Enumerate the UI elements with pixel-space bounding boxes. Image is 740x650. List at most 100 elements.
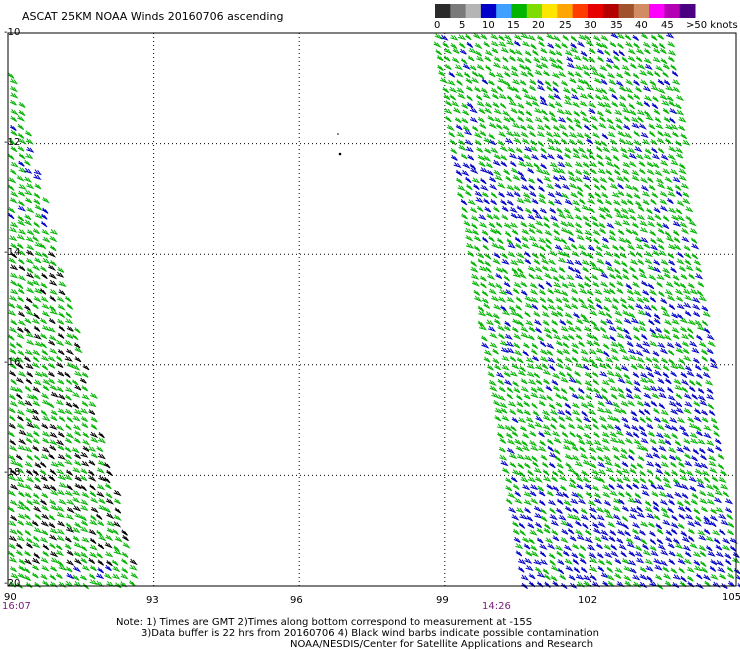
wind-barb bbox=[480, 184, 489, 192]
wind-barb bbox=[557, 161, 566, 168]
wind-barb bbox=[632, 185, 639, 192]
wind-barb bbox=[654, 564, 663, 571]
wind-barb bbox=[548, 102, 556, 109]
wind-barb bbox=[530, 288, 539, 296]
wind-barb bbox=[533, 372, 541, 379]
wind-barb bbox=[684, 294, 693, 302]
wind-barb bbox=[520, 332, 529, 339]
wind-barb bbox=[464, 139, 473, 146]
wind-barb bbox=[438, 70, 445, 77]
wind-barb bbox=[559, 484, 567, 492]
wind-barb bbox=[9, 556, 18, 563]
wind-barb bbox=[644, 500, 652, 507]
wind-barb bbox=[66, 559, 75, 566]
wind-barb bbox=[643, 48, 651, 55]
wind-barb bbox=[462, 162, 471, 169]
wind-barb bbox=[436, 55, 444, 62]
wind-barb bbox=[603, 206, 610, 213]
wind-barb bbox=[463, 220, 471, 227]
wind-barb bbox=[572, 558, 580, 565]
wind-barb bbox=[561, 431, 569, 438]
wind-barb bbox=[679, 221, 688, 229]
wind-barb bbox=[442, 41, 449, 49]
wind-barb bbox=[640, 280, 648, 287]
wind-barb bbox=[519, 365, 526, 372]
wind-barb bbox=[658, 445, 667, 452]
wind-barb bbox=[531, 342, 539, 350]
wind-barb bbox=[502, 110, 511, 117]
wind-barb bbox=[526, 371, 535, 378]
wind-barb bbox=[646, 208, 653, 215]
wind-barb bbox=[638, 160, 646, 167]
wind-barb bbox=[670, 567, 678, 574]
wind-barb bbox=[639, 70, 648, 77]
wind-barb bbox=[607, 377, 616, 384]
wind-barb bbox=[32, 423, 41, 430]
wind-barb bbox=[583, 432, 592, 440]
wind-barb bbox=[694, 408, 701, 415]
wind-barb bbox=[575, 214, 583, 221]
wind-barb bbox=[616, 33, 626, 40]
wind-barb bbox=[628, 161, 638, 168]
wind-barb bbox=[616, 477, 624, 484]
wind-barb bbox=[511, 514, 520, 521]
wind-barb bbox=[617, 529, 626, 537]
wind-barb bbox=[448, 131, 455, 138]
wind-barb bbox=[33, 192, 41, 199]
wind-barb bbox=[615, 80, 624, 87]
wind-barb bbox=[481, 78, 489, 85]
wind-barb bbox=[677, 522, 685, 529]
wind-barb bbox=[659, 191, 668, 198]
wind-barb bbox=[528, 235, 537, 242]
wind-barb bbox=[18, 153, 26, 160]
wind-barb bbox=[503, 80, 511, 87]
wind-barb bbox=[534, 319, 543, 326]
wind-barb bbox=[583, 326, 593, 333]
wind-barb bbox=[455, 169, 463, 177]
wind-barb bbox=[31, 279, 41, 286]
wind-barb bbox=[465, 235, 474, 242]
wind-barb bbox=[614, 462, 621, 469]
wind-barb bbox=[494, 407, 503, 414]
wind-barb bbox=[87, 446, 97, 452]
wind-barb bbox=[24, 167, 33, 174]
wind-barb bbox=[9, 370, 16, 377]
wind-barb bbox=[552, 86, 560, 93]
wind-barb bbox=[33, 169, 42, 176]
wind-barb bbox=[552, 470, 559, 477]
wind-barb bbox=[34, 513, 42, 520]
wind-barb bbox=[586, 332, 594, 339]
wind-barb bbox=[104, 572, 113, 580]
wind-barb bbox=[490, 87, 499, 94]
wind-barb bbox=[613, 407, 623, 414]
wind-barb bbox=[40, 318, 47, 324]
wind-barb bbox=[636, 444, 645, 451]
wind-barb bbox=[470, 215, 480, 222]
wind-barb bbox=[726, 566, 734, 573]
wind-barb bbox=[679, 581, 687, 588]
wind-barb bbox=[598, 559, 605, 566]
wind-barb bbox=[24, 189, 33, 196]
wind-barb bbox=[16, 529, 23, 536]
wind-barb bbox=[576, 318, 584, 325]
wind-barb bbox=[81, 400, 89, 407]
wind-barb bbox=[636, 505, 643, 513]
wind-barb bbox=[682, 536, 691, 543]
wind-barb bbox=[551, 416, 558, 424]
wind-barb bbox=[98, 498, 106, 504]
wind-barb bbox=[41, 252, 49, 259]
wind-barb bbox=[473, 235, 481, 242]
wind-barb bbox=[499, 340, 508, 347]
wind-barb bbox=[608, 87, 617, 94]
wind-barb bbox=[637, 511, 646, 519]
wind-barb bbox=[511, 430, 519, 437]
wind-barb bbox=[676, 446, 685, 453]
wind-barb bbox=[657, 333, 666, 340]
wind-barb bbox=[24, 214, 32, 221]
wind-barb bbox=[640, 430, 648, 437]
wind-barb bbox=[491, 242, 500, 249]
wind-barb bbox=[498, 446, 506, 453]
wind-barb bbox=[649, 289, 658, 296]
wind-barb bbox=[572, 402, 581, 409]
wind-barb bbox=[480, 335, 488, 342]
